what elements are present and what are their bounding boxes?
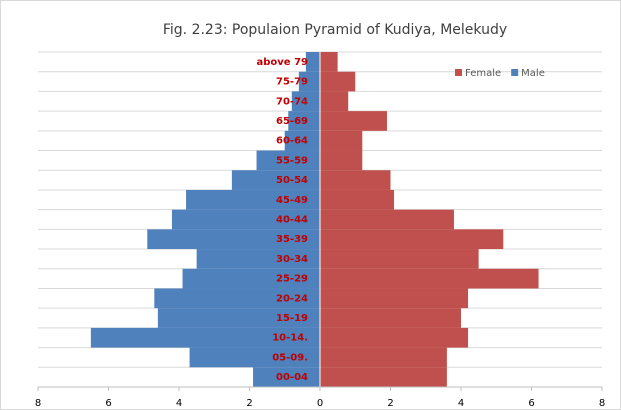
bar (90, 327, 320, 348)
category-label: 70-74 (276, 96, 308, 107)
x-tick-label: 8 (35, 398, 41, 409)
bar (320, 288, 469, 309)
bar (147, 229, 320, 250)
bar (182, 268, 320, 289)
category-label: 15-19 (276, 313, 308, 324)
bar (320, 189, 395, 210)
x-tick-label: 4 (458, 398, 464, 409)
bar (320, 111, 387, 131)
category-label: 60-64 (276, 136, 308, 147)
bar (320, 268, 539, 289)
x-tick-label: 4 (176, 398, 182, 409)
category-label: 75-79 (276, 77, 308, 88)
category-label: 65-69 (276, 116, 308, 127)
category-label: 30-34 (276, 254, 308, 265)
bar (231, 170, 320, 190)
bar (253, 367, 320, 387)
category-label: 40-44 (276, 215, 308, 226)
bar (320, 150, 363, 171)
bar (320, 71, 356, 92)
legend-swatch (455, 69, 462, 76)
x-tick-label: 2 (246, 398, 252, 409)
category-label: 00-04 (276, 372, 308, 383)
x-tick-label: 2 (387, 398, 393, 409)
category-label: 10-14. (272, 333, 308, 344)
category-label: 45-49 (276, 195, 308, 206)
bar (284, 130, 320, 151)
x-tick-label: 6 (105, 398, 111, 409)
bar (305, 52, 320, 72)
bar (186, 189, 320, 210)
category-label: 05-09. (272, 352, 308, 363)
legend-label: Male (521, 68, 545, 79)
bar (320, 347, 447, 368)
bar (320, 308, 461, 328)
legend-swatch (511, 69, 519, 76)
x-tick-label: 6 (528, 398, 534, 409)
bar (288, 111, 320, 131)
category-label: 20-24 (276, 293, 308, 304)
category-label: 35-39 (276, 234, 308, 245)
bar (320, 249, 479, 269)
bar (320, 52, 338, 72)
bar (320, 209, 454, 230)
category-label: 55-59 (276, 155, 308, 166)
x-tick-label: 0 (317, 398, 323, 409)
bar (320, 170, 391, 190)
bar (171, 209, 320, 230)
chart-title: Fig. 2.23: Populaion Pyramid of Kudiya, … (163, 22, 507, 38)
bar (291, 91, 320, 112)
bar (256, 150, 320, 171)
x-tick-label: 8 (599, 398, 605, 409)
bar (157, 308, 320, 328)
bar (298, 71, 320, 92)
bar (196, 249, 320, 269)
bar (320, 91, 349, 112)
bar (320, 229, 504, 250)
legend-label: Female (465, 68, 501, 79)
bar (189, 347, 320, 368)
category-label: above 79 (257, 57, 309, 68)
bar (154, 288, 320, 309)
category-label: 25-29 (276, 274, 308, 285)
bar (320, 367, 447, 387)
bar (320, 327, 469, 348)
category-label: 50-54 (276, 175, 308, 186)
bar (320, 130, 363, 151)
